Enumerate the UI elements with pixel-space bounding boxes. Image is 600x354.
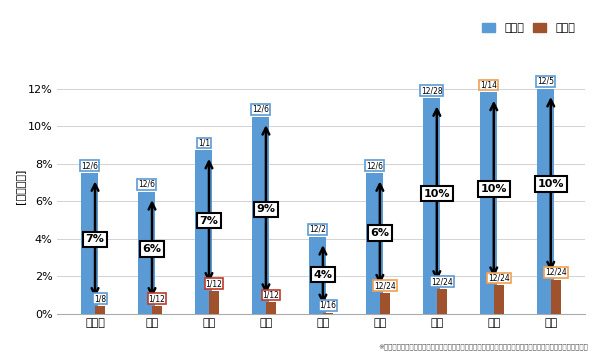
Bar [209,291,219,314]
Text: 10%: 10% [481,184,507,194]
Bar [95,306,105,314]
Y-axis label: [発電比率]: [発電比率] [15,168,25,204]
Text: 10%: 10% [424,189,450,199]
Bar [480,92,497,314]
Text: 12/6: 12/6 [253,105,269,114]
Text: 12/24: 12/24 [374,281,396,290]
Text: 12/28: 12/28 [421,86,443,95]
Text: 12/6: 12/6 [366,161,383,170]
Bar [366,173,383,314]
Text: 6%: 6% [370,228,389,238]
Text: 1/16: 1/16 [320,301,337,310]
Text: 1/12: 1/12 [206,279,223,288]
Bar [537,88,554,314]
Text: 1/14: 1/14 [480,80,497,90]
Text: 12/6: 12/6 [82,161,98,170]
Text: 7%: 7% [86,234,104,245]
Bar [494,285,504,314]
Text: 12/24: 12/24 [545,268,567,277]
Bar [423,98,440,314]
Text: 7%: 7% [200,216,218,226]
Bar [139,192,155,314]
Text: 6%: 6% [143,244,161,254]
Text: ※事業者ヒアリングに基づき、資源エネルギー庁作成。棒グラフ上に最大値、最小値を記録した日付を記載。: ※事業者ヒアリングに基づき、資源エネルギー庁作成。棒グラフ上に最大値、最小値を記… [378,344,588,350]
Text: 9%: 9% [256,205,275,215]
Bar [152,306,162,314]
Text: 12/24: 12/24 [488,274,510,282]
Bar [266,302,276,314]
Text: 1/1: 1/1 [198,138,210,148]
Bar [309,236,326,314]
Bar [252,116,269,314]
Text: 1/12: 1/12 [263,290,280,299]
Bar [323,313,333,314]
Bar [551,280,561,314]
Bar [437,289,447,314]
Bar [380,293,390,314]
Legend: 最大値, 最小値: 最大値, 最小値 [478,18,580,38]
Bar [196,150,212,314]
Text: 4%: 4% [313,270,332,280]
Text: 10%: 10% [538,179,564,189]
Text: 1/12: 1/12 [149,294,166,303]
Text: 12/5: 12/5 [537,77,554,86]
Bar [82,173,98,314]
Text: 12/6: 12/6 [139,180,155,189]
Text: 12/24: 12/24 [431,277,453,286]
Text: 1/8: 1/8 [94,294,106,303]
Text: 12/2: 12/2 [310,225,326,234]
